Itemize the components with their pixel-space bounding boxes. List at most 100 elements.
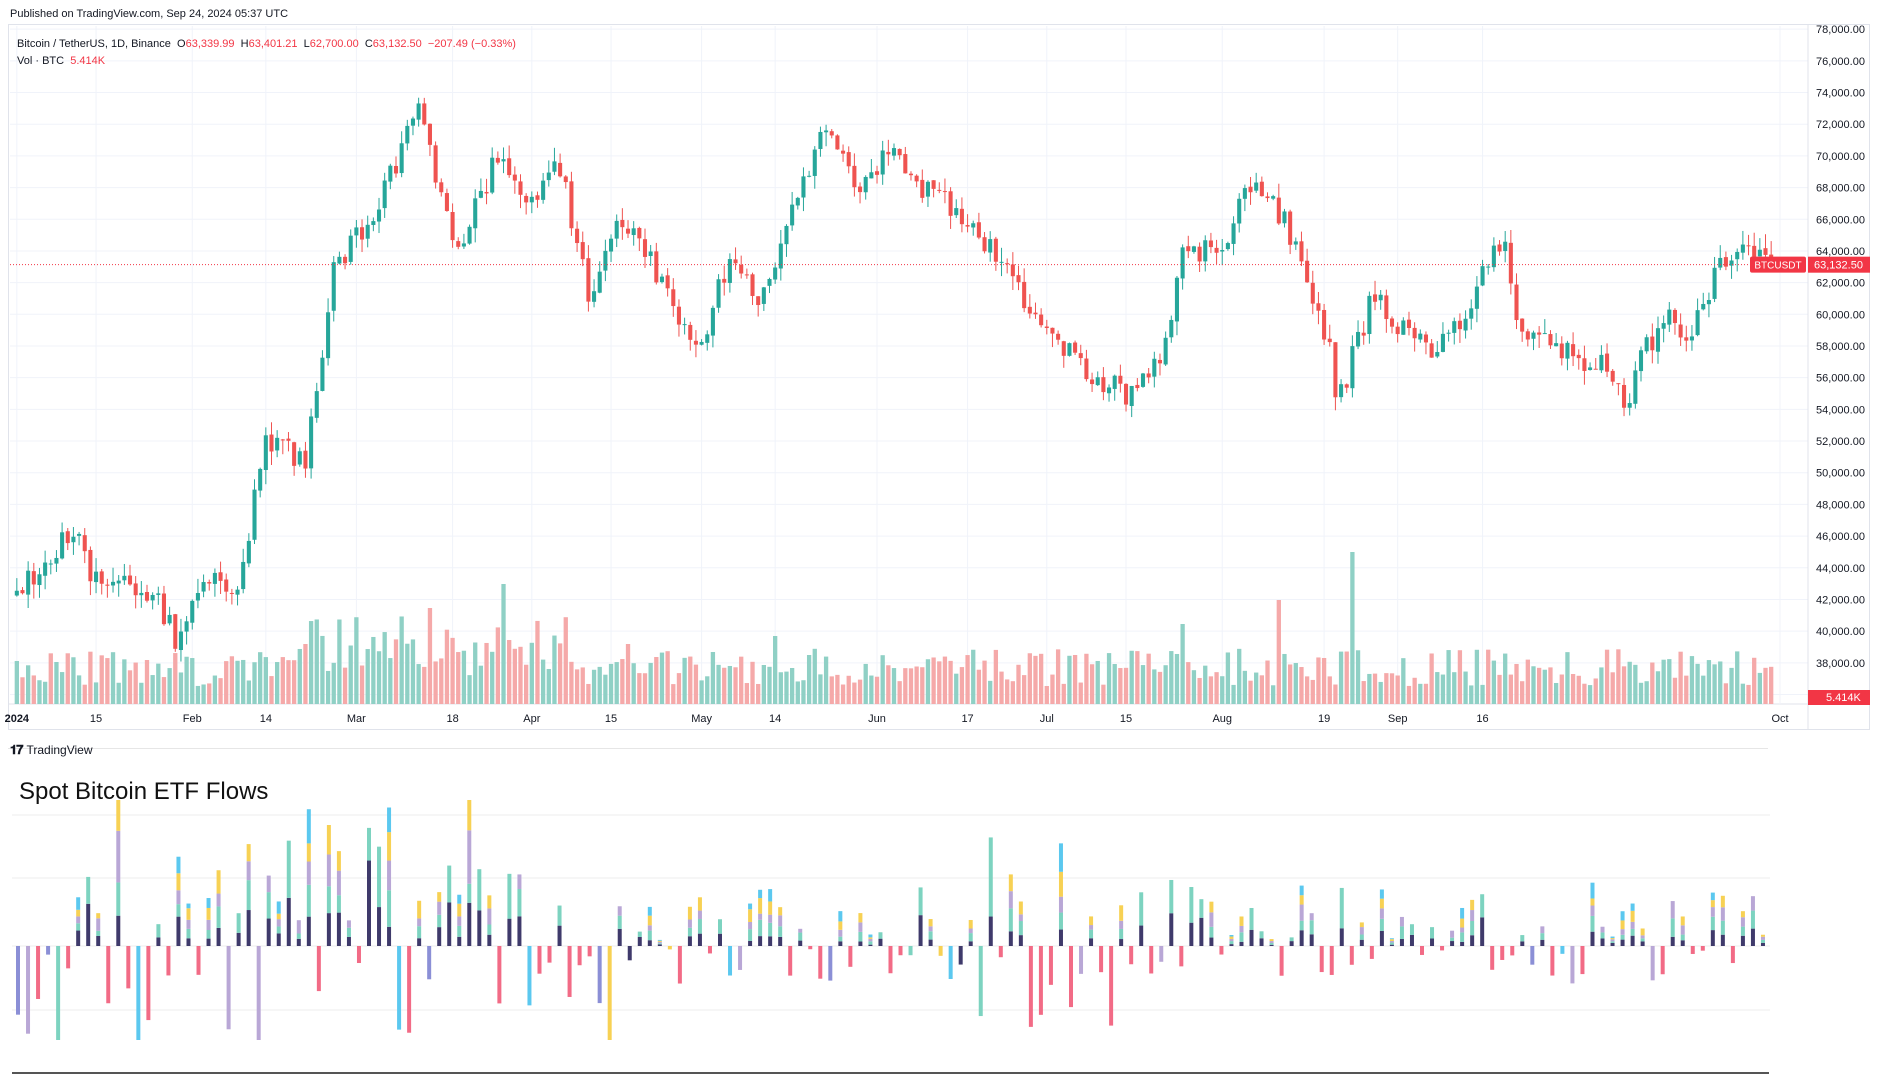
- etf-inflow-bar: [657, 941, 662, 944]
- volume-bar: [1412, 677, 1417, 704]
- candle-body: [184, 621, 189, 632]
- candle-body: [931, 180, 936, 189]
- etf-inflow-bar: [1540, 926, 1545, 934]
- etf-inflow-bar: [1750, 910, 1755, 929]
- legend-h-value: 63,401.21: [248, 38, 298, 50]
- volume-bar: [1729, 667, 1734, 704]
- etf-inflow-bar: [647, 906, 652, 916]
- y-tick-label: 48,000.00: [1816, 499, 1865, 511]
- etf-inflow-bar: [156, 924, 161, 938]
- volume-bar: [1084, 653, 1089, 704]
- etf-inflow-bar: [116, 830, 121, 883]
- etf-inflow-bar: [1379, 908, 1384, 919]
- y-tick-label: 70,000.00: [1816, 151, 1865, 163]
- etf-inflow-bar: [758, 898, 763, 914]
- etf-inflow-bar: [928, 919, 933, 927]
- etf-inflow-bar: [176, 856, 181, 874]
- volume-bar: [671, 684, 676, 704]
- candle-body: [1497, 244, 1502, 252]
- volume-bar: [1203, 665, 1208, 704]
- volume-bar: [303, 644, 308, 704]
- volume-bar: [1220, 676, 1225, 704]
- etf-outflow-bar: [888, 946, 893, 974]
- etf-inflow-bar: [457, 916, 462, 926]
- candle-body: [858, 186, 863, 193]
- etf-outflow-bar: [998, 946, 1003, 958]
- volume-bar: [105, 658, 110, 704]
- volume-bar: [1265, 660, 1270, 704]
- volume-bar: [1599, 667, 1604, 704]
- etf-inflow-bar: [868, 937, 873, 939]
- etf-inflow-bar: [768, 901, 773, 915]
- volume-bar: [1712, 664, 1717, 704]
- etf-inflow-bar: [1058, 929, 1063, 946]
- candle-body: [207, 582, 212, 584]
- candle-body: [461, 243, 466, 247]
- volume-bar: [1067, 655, 1072, 704]
- etf-inflow-bar: [1399, 916, 1404, 927]
- etf-inflow-bar: [1229, 944, 1234, 946]
- y-tick-label: 76,000.00: [1816, 56, 1865, 68]
- volume-bar: [1723, 683, 1729, 704]
- etf-inflow-bar: [798, 940, 803, 946]
- etf-inflow-bar: [1008, 931, 1013, 946]
- volume-bar: [852, 682, 857, 704]
- volume-bar: [144, 659, 150, 704]
- candle-body: [1667, 309, 1672, 325]
- volume-bar: [275, 662, 280, 704]
- candle-body: [976, 222, 981, 238]
- candle-body: [1610, 370, 1615, 382]
- etf-inflow-bar: [1620, 939, 1625, 946]
- candle-body: [761, 287, 766, 304]
- price-tag: [1808, 256, 1870, 273]
- volume-bar: [195, 685, 201, 704]
- etf-inflow-bar: [748, 929, 753, 941]
- candle-body: [1712, 267, 1717, 299]
- volume-bar: [1406, 685, 1412, 704]
- etf-inflow-bar: [477, 910, 482, 946]
- candle-body: [1316, 303, 1321, 311]
- volume-bar: [1310, 679, 1315, 704]
- volume-bar: [823, 656, 829, 704]
- volume-bar: [416, 664, 421, 704]
- etf-inflow-bar: [1359, 922, 1364, 928]
- volume-bar: [540, 659, 546, 704]
- candle-body: [1152, 358, 1157, 377]
- etf-inflow-bar: [718, 933, 722, 946]
- etf-inflow-bar: [336, 851, 341, 871]
- etf-inflow-bar: [276, 919, 281, 927]
- etf-inflow-bar: [1610, 936, 1615, 939]
- volume-bar: [82, 684, 87, 704]
- candle-body: [1305, 260, 1310, 283]
- candle-body: [1174, 277, 1179, 322]
- volume-bar: [1452, 672, 1457, 704]
- etf-inflow-bar: [387, 860, 392, 891]
- candle-body: [376, 209, 382, 222]
- etf-inflow-bar: [1590, 882, 1595, 899]
- etf-inflow-bar: [758, 919, 763, 937]
- candle-body: [60, 532, 65, 559]
- volume-bar: [1135, 651, 1140, 704]
- candle-body: [1186, 246, 1191, 252]
- etf-outflow-bar: [56, 946, 61, 1040]
- candle-body: [676, 306, 681, 325]
- etf-outflow-bar: [828, 946, 833, 981]
- volume-bar: [1418, 683, 1423, 704]
- candle-body: [603, 250, 608, 271]
- y-tick-label: 44,000.00: [1816, 563, 1865, 575]
- volume-bar: [1180, 624, 1185, 704]
- candle-body: [1701, 303, 1706, 310]
- candle-body: [1457, 320, 1462, 330]
- volume-bar: [659, 652, 665, 704]
- price-chart[interactable]: 78,000.00 76,000.00 74,000.00 72,000.00 70,0…: [0, 0, 1882, 740]
- candle-body: [365, 224, 370, 239]
- candle-body: [1322, 309, 1327, 340]
- candle-body: [914, 175, 919, 182]
- etf-inflow-bar: [236, 932, 241, 946]
- etf-outflow-bar: [126, 946, 131, 989]
- etf-inflow-bar: [367, 860, 371, 946]
- etf-inflow-bar: [1259, 931, 1264, 939]
- etf-inflow-bar: [487, 924, 492, 935]
- volume-bar: [1480, 684, 1485, 704]
- candle-body: [263, 435, 268, 471]
